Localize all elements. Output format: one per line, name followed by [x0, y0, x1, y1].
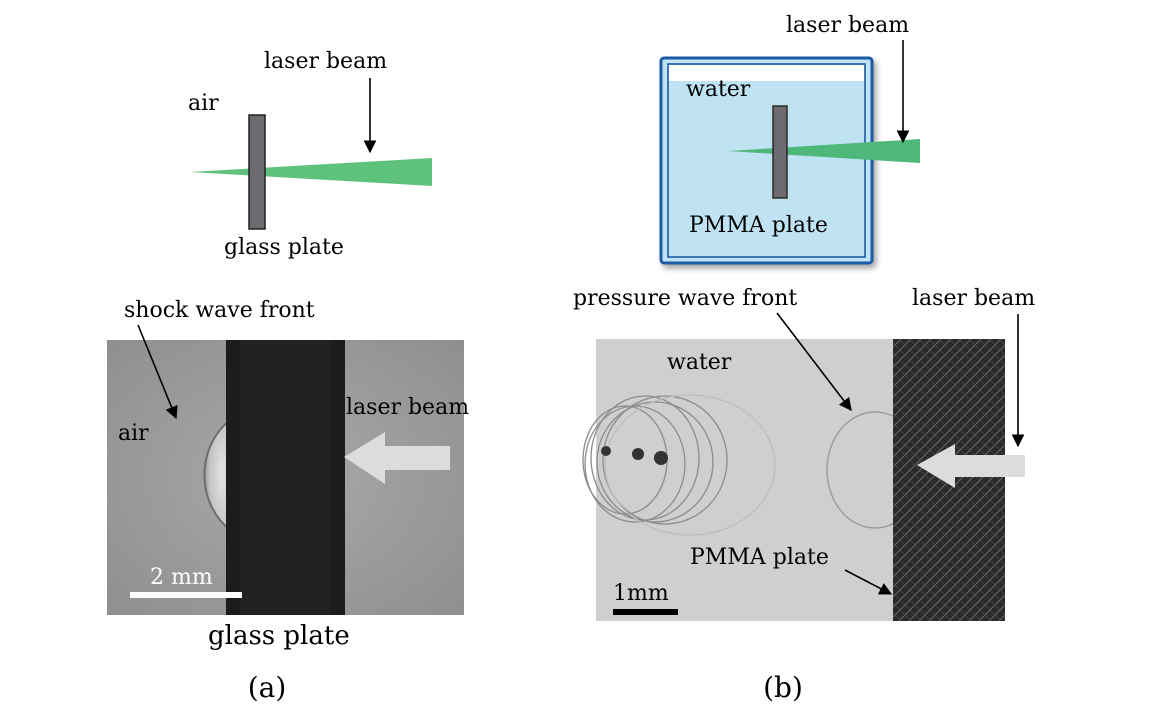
cavity-dot-3 [654, 451, 668, 465]
scale-bar-b [613, 609, 678, 615]
glass-plate-shape [248, 114, 266, 230]
laser-arrow-b [917, 444, 1025, 488]
shock-front-pointer [137, 324, 178, 420]
bubble-cluster [582, 394, 776, 536]
cavity-dot-2 [632, 448, 644, 460]
scale-label-b: 1mm [613, 581, 669, 606]
pmma-plate-label: PMMA plate [689, 213, 828, 238]
photo-glass-plate-label: glass plate [208, 621, 350, 651]
caption-a: (a) [248, 671, 287, 704]
pressure-front-pointer [776, 312, 852, 412]
shock-wave-dome [203, 417, 231, 533]
glass-plate-label: glass plate [224, 235, 344, 260]
glass-plate-inner-band [240, 340, 330, 615]
photo-air-label: air [118, 421, 149, 446]
laser-beam-label-a: laser beam [264, 49, 387, 74]
laser-beam-label-b: laser beam [786, 13, 909, 38]
panel-a-photo: shock wave front air laser beam 2 mm gla… [107, 298, 469, 651]
cavity-dot-1 [601, 446, 611, 456]
tank-inner-wall [667, 63, 866, 258]
water-tank [659, 56, 874, 265]
photo-laser-beam-label-b: laser beam [912, 286, 1035, 311]
scale-label-a: 2 mm [150, 565, 213, 590]
pmma-plate-shape [772, 105, 788, 199]
photo-water-label: water [667, 350, 732, 375]
air-gap [669, 65, 864, 81]
panel-a-schematic: air laser beam glass plate [188, 49, 432, 260]
photo-laser-beam-label-a: laser beam [346, 395, 469, 420]
water-label: water [686, 77, 751, 102]
air-label: air [188, 91, 219, 116]
shock-wave-front-label: shock wave front [124, 298, 315, 323]
caption-b: (b) [763, 671, 803, 704]
scale-bar-a [130, 592, 242, 598]
panel-b-schematic: water laser beam PMMA plate [659, 13, 920, 265]
pmma-plate-pointer [844, 569, 893, 595]
laser-beam-shape-b [728, 139, 920, 163]
laser-beam-shape-a [190, 158, 432, 186]
laser-arrow-a [344, 432, 450, 484]
photo-pmma-plate-label: PMMA plate [690, 545, 829, 570]
panel-b-photo: pressure wave front laser beam water PMM… [573, 286, 1035, 621]
pressure-wave-front-label: pressure wave front [573, 286, 797, 311]
